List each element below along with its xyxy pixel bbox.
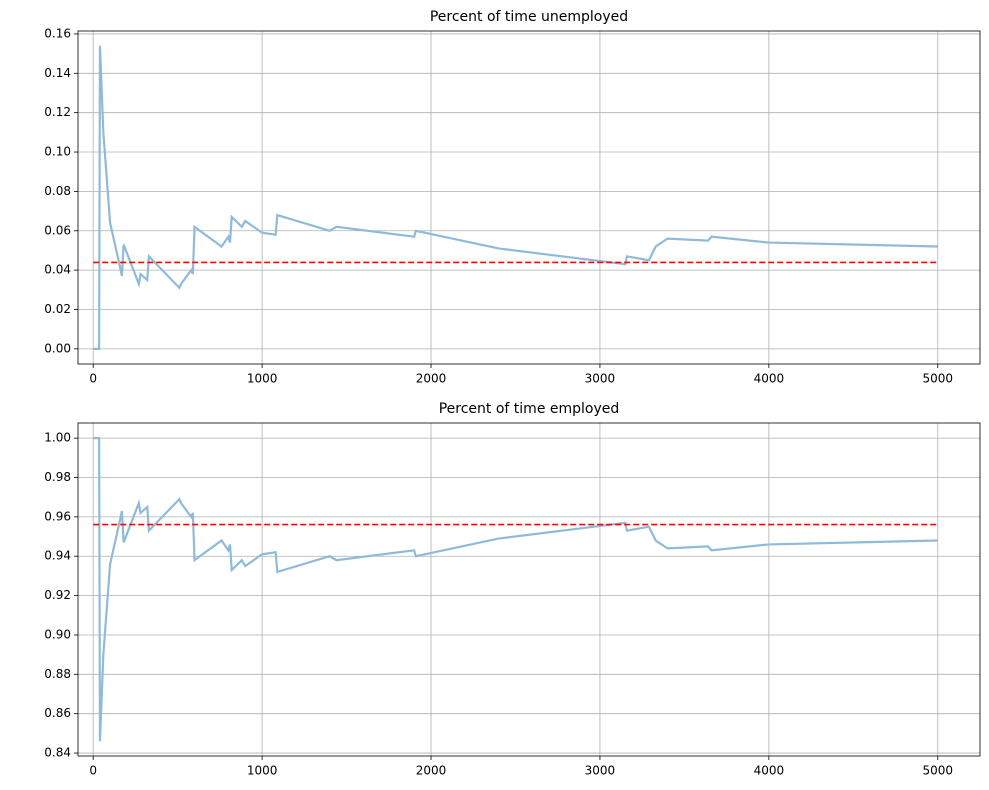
x-tick-label: 3000	[585, 764, 616, 778]
x-tick-label: 1000	[247, 764, 278, 778]
y-tick-label: 0.84	[44, 746, 71, 760]
chart-title: Percent of time unemployed	[430, 9, 628, 25]
y-tick-label: 0.90	[44, 627, 71, 641]
y-tick-label: 0.86	[44, 706, 71, 720]
chart-title: Percent of time employed	[439, 401, 620, 417]
y-tick-label: 0.98	[44, 470, 71, 484]
y-tick-label: 0.12	[44, 105, 71, 119]
x-tick-label: 4000	[754, 372, 785, 386]
x-tick-label: 2000	[416, 372, 447, 386]
y-tick-label: 0.10	[44, 145, 71, 159]
y-tick-label: 0.08	[44, 184, 71, 198]
y-tick-label: 0.96	[44, 509, 71, 523]
x-tick-label: 3000	[585, 372, 616, 386]
x-tick-label: 5000	[922, 372, 953, 386]
x-tick-label: 0	[89, 764, 97, 778]
y-tick-label: 0.88	[44, 667, 71, 681]
series-line	[93, 45, 938, 350]
y-tick-label: 0.04	[44, 263, 71, 277]
x-tick-label: 2000	[416, 764, 447, 778]
x-tick-label: 4000	[754, 764, 785, 778]
y-tick-label: 0.00	[44, 341, 71, 355]
y-tick-label: 0.94	[44, 549, 71, 563]
x-tick-label: 1000	[247, 372, 278, 386]
series-line	[93, 437, 938, 742]
y-tick-label: 0.14	[44, 66, 71, 80]
y-tick-label: 0.16	[44, 26, 71, 40]
y-tick-label: 0.92	[44, 588, 71, 602]
plot-frame	[77, 422, 981, 757]
plot-frame	[77, 30, 981, 365]
y-tick-label: 0.02	[44, 302, 71, 316]
x-tick-label: 0	[89, 372, 97, 386]
x-tick-label: 5000	[922, 764, 953, 778]
y-tick-label: 1.00	[44, 431, 71, 445]
y-tick-label: 0.06	[44, 223, 71, 237]
